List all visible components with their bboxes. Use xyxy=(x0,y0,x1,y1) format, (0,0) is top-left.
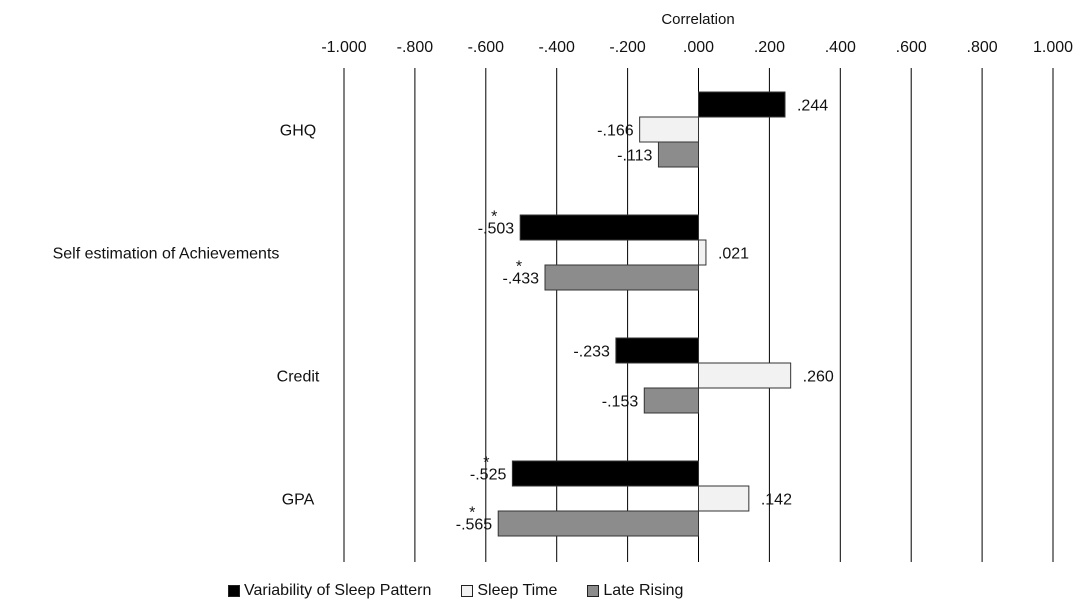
data-label: -.153 xyxy=(602,394,639,411)
legend-label-variability: Variability of Sleep Pattern xyxy=(244,582,432,599)
x-tick-label: .600 xyxy=(896,39,927,56)
data-label: -.565 xyxy=(456,517,493,534)
bar xyxy=(698,91,786,118)
bars xyxy=(497,91,792,537)
data-label: .021 xyxy=(718,246,749,263)
x-tick-label: -.800 xyxy=(397,39,434,56)
bar xyxy=(698,485,750,512)
bar xyxy=(519,214,700,241)
bar xyxy=(639,116,700,143)
significance-marker: * xyxy=(483,455,489,472)
legend-swatch-sleep-time xyxy=(461,585,474,597)
legend-label-sleep-time: Sleep Time xyxy=(477,582,558,599)
legend-label-late-rising: Late Rising xyxy=(603,582,684,599)
x-tick-label: .400 xyxy=(825,39,856,56)
data-label: -.433 xyxy=(503,271,540,288)
data-label: -.503 xyxy=(478,221,515,238)
data-labels: .244-.166-.113-.503*.021-.433*-.233.260-… xyxy=(456,98,834,534)
legend-item-sleep-time: Sleep Time xyxy=(461,582,557,600)
x-tick-label: -.200 xyxy=(609,39,646,56)
x-tick-label: -1.000 xyxy=(321,39,366,56)
data-label: .260 xyxy=(803,369,834,386)
data-label: -.113 xyxy=(617,148,652,165)
legend-item-late-rising: Late Rising xyxy=(587,582,683,600)
significance-marker: * xyxy=(516,259,522,276)
significance-marker: * xyxy=(491,209,497,226)
category-label: Self estimation of Achievements xyxy=(53,246,280,263)
legend: Variability of Sleep Pattern Sleep Time … xyxy=(228,582,683,600)
chart-title: Correlation xyxy=(661,11,734,28)
bar xyxy=(544,264,700,291)
bar xyxy=(698,362,792,389)
category-label: GHQ xyxy=(280,123,316,140)
data-label: -.233 xyxy=(573,344,610,361)
x-tick-label: -.600 xyxy=(468,39,505,56)
data-label: .142 xyxy=(761,492,792,509)
bar xyxy=(511,460,700,487)
data-label: -.166 xyxy=(597,123,634,140)
category-label: GPA xyxy=(282,492,315,509)
legend-swatch-late-rising xyxy=(587,585,600,597)
bar xyxy=(698,239,707,266)
category-labels: GHQ Self estimation of Achievements Credit… xyxy=(53,123,320,509)
bar xyxy=(615,337,699,364)
legend-swatch-variability xyxy=(228,585,240,597)
x-tick-label: .200 xyxy=(754,39,785,56)
significance-marker: * xyxy=(469,505,475,522)
x-tick-label: .000 xyxy=(683,39,714,56)
category-label: Credit xyxy=(277,369,320,386)
x-tick-label: .800 xyxy=(967,39,998,56)
data-label: -.525 xyxy=(470,467,507,484)
data-label: .244 xyxy=(797,98,828,115)
bar xyxy=(497,510,699,537)
legend-item-variability: Variability of Sleep Pattern xyxy=(228,582,431,600)
x-tick-label: 1.000 xyxy=(1033,39,1073,56)
bar xyxy=(643,387,699,414)
bar xyxy=(657,141,700,168)
x-tick-label: -.400 xyxy=(538,39,575,56)
x-tick-labels: -1.000 -.800 -.600 -.400 -.200 .000 .200 .400 .6… xyxy=(321,39,1073,56)
